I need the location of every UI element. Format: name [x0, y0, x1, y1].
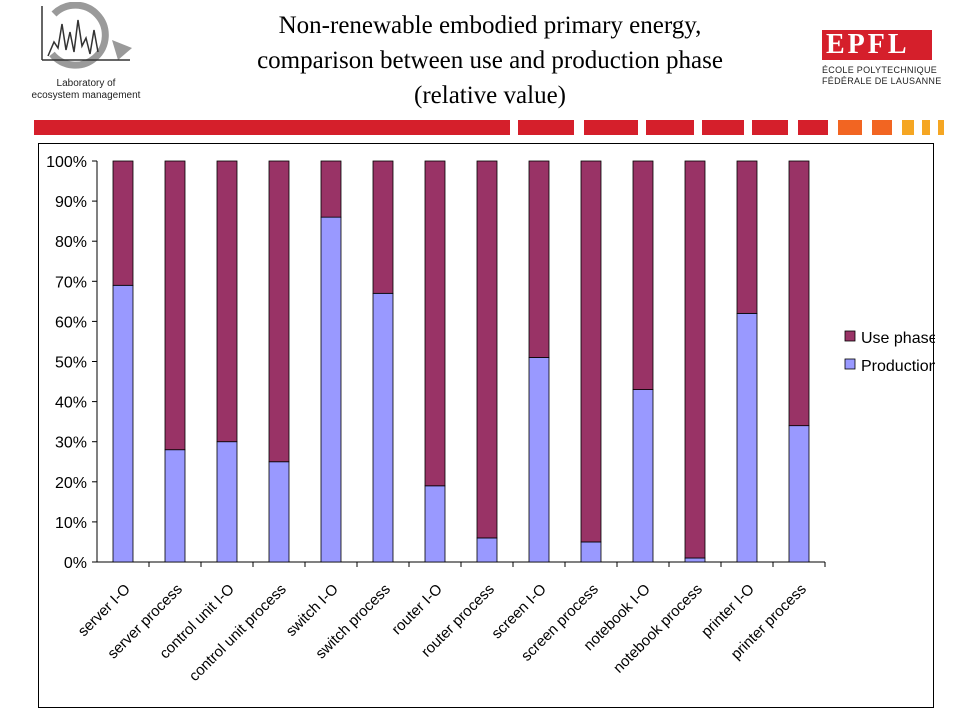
bar-segment: [528, 357, 550, 563]
legend-swatch: [844, 330, 856, 342]
bar-segment: [112, 160, 134, 286]
bar-segment: [320, 216, 342, 563]
bar-segment: [788, 425, 810, 563]
title-line-3: (relative value): [414, 82, 566, 109]
y-tick-label: 40%: [55, 395, 87, 412]
y-tick-label: 0%: [64, 555, 87, 572]
epfl-mark: EPFL: [822, 30, 932, 60]
bar-segment: [632, 389, 654, 563]
legend-swatch: [844, 358, 856, 370]
bar-segment: [216, 441, 238, 563]
bar-segment: [684, 160, 706, 559]
y-tick-label: 90%: [55, 194, 87, 211]
bar-segment: [528, 160, 550, 358]
lab-name-line1: Laboratory of: [56, 78, 116, 89]
ecosystem-logo-icon: [41, 2, 132, 69]
bar-segment: [580, 541, 602, 563]
strip-segment: [922, 120, 930, 135]
bar-segment: [112, 284, 134, 563]
strip-segment: [752, 120, 788, 135]
y-tick-label: 50%: [55, 355, 87, 372]
strip-segment: [798, 120, 828, 135]
bar-segment: [476, 160, 498, 539]
legend-label: Production: [861, 358, 935, 375]
bar-segment: [736, 312, 758, 563]
strip-segment: [646, 120, 694, 135]
y-tick-label: 100%: [46, 154, 87, 171]
strip-segment: [702, 120, 744, 135]
strip-segment: [872, 120, 892, 135]
epfl-name-line1: ÉCOLE POLYTECHNIQUE: [822, 65, 938, 75]
bar-segment: [216, 160, 238, 443]
epfl-logo: EPFL ÉCOLE POLYTECHNIQUE FÉDÉRALE DE LAU…: [822, 30, 942, 90]
strip-segment: [34, 120, 510, 135]
y-tick-label: 20%: [55, 475, 87, 492]
y-tick-label: 30%: [55, 435, 87, 452]
bar-segment: [164, 449, 186, 563]
strip-segment: [584, 120, 638, 135]
category-label: notebook process: [610, 581, 706, 677]
bar-segment: [684, 557, 706, 563]
strip-segment: [938, 120, 944, 135]
y-tick-label: 70%: [55, 274, 87, 291]
bar-segment: [164, 160, 186, 451]
bar-segment: [736, 160, 758, 314]
stacked-bar-chart: 0%10%20%30%40%50%60%70%80%90%100%server …: [46, 154, 935, 685]
category-label: control unit process: [186, 581, 290, 685]
title-line-2: comparison between use and production ph…: [257, 47, 723, 74]
epfl-wordmark: EPFL: [826, 29, 910, 60]
strip-segment: [518, 120, 574, 135]
lab-name-line2: ecosystem management: [31, 90, 141, 101]
bar-segment: [372, 160, 394, 294]
bar-segment: [476, 537, 498, 563]
legend-label: Use phase: [861, 330, 935, 347]
strip-segment: [902, 120, 914, 135]
bar-segment: [268, 160, 290, 463]
bar-segment: [632, 160, 654, 390]
strip-segment: [838, 120, 862, 135]
bar-segment: [268, 461, 290, 563]
epfl-name-line2: FÉDÉRALE DE LAUSANNE: [822, 76, 942, 86]
bar-segment: [580, 160, 602, 543]
y-tick-label: 80%: [55, 234, 87, 251]
bar-segment: [424, 160, 446, 487]
chart-frame: 0% 10% 20% 30% 40% 50% 60% 70% 80% 90% 100% server …: [38, 143, 935, 708]
lab-logo: Laboratory of ecosystem management: [8, 2, 148, 106]
title-line-1: Non-renewable embodied primary energy,: [278, 12, 702, 39]
bar-segment: [372, 292, 394, 563]
y-tick-label: 60%: [55, 314, 87, 331]
bar-segment: [788, 160, 810, 427]
y-tick-label: 10%: [55, 515, 87, 532]
bar-segment: [424, 485, 446, 563]
bar-segment: [320, 160, 342, 218]
page-title: Non-renewable embodied primary energy, c…: [160, 8, 820, 113]
